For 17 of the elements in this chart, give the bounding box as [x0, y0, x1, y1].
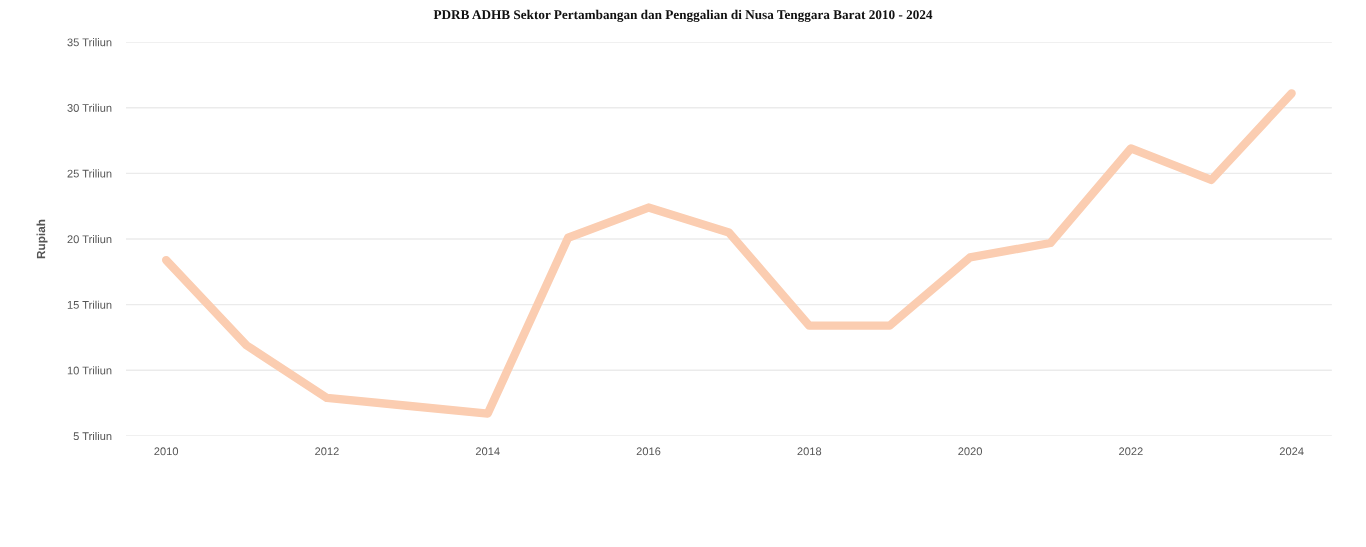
y-axis-title: Rupiah: [36, 219, 48, 259]
chart-title: PDRB ADHB Sektor Pertambangan dan Penggalian di Nusa Tenggara Barat 2010 - 2024: [433, 9, 933, 22]
x-tick-label: 2020: [958, 447, 982, 456]
y-tick-label: 20 Triliun: [67, 235, 112, 244]
y-tick-label: 15 Triliun: [67, 300, 112, 309]
x-tick-label: 2018: [797, 447, 822, 456]
y-tick-label: 25 Triliun: [67, 169, 112, 178]
y-tick-label: 35 Triliun: [67, 38, 112, 47]
x-tick-label: 2024: [1279, 447, 1304, 456]
x-tick-label: 2022: [1119, 447, 1143, 456]
x-tick-label: 2012: [315, 447, 339, 456]
x-tick-label: 2010: [154, 447, 179, 456]
y-tick-label: 10 Triliun: [67, 366, 112, 375]
x-tick-label: 2014: [475, 447, 500, 456]
x-tick-label: 2016: [636, 447, 661, 456]
y-tick-label: 5 Triliun: [73, 431, 112, 441]
y-tick-label: 30 Triliun: [67, 103, 112, 112]
